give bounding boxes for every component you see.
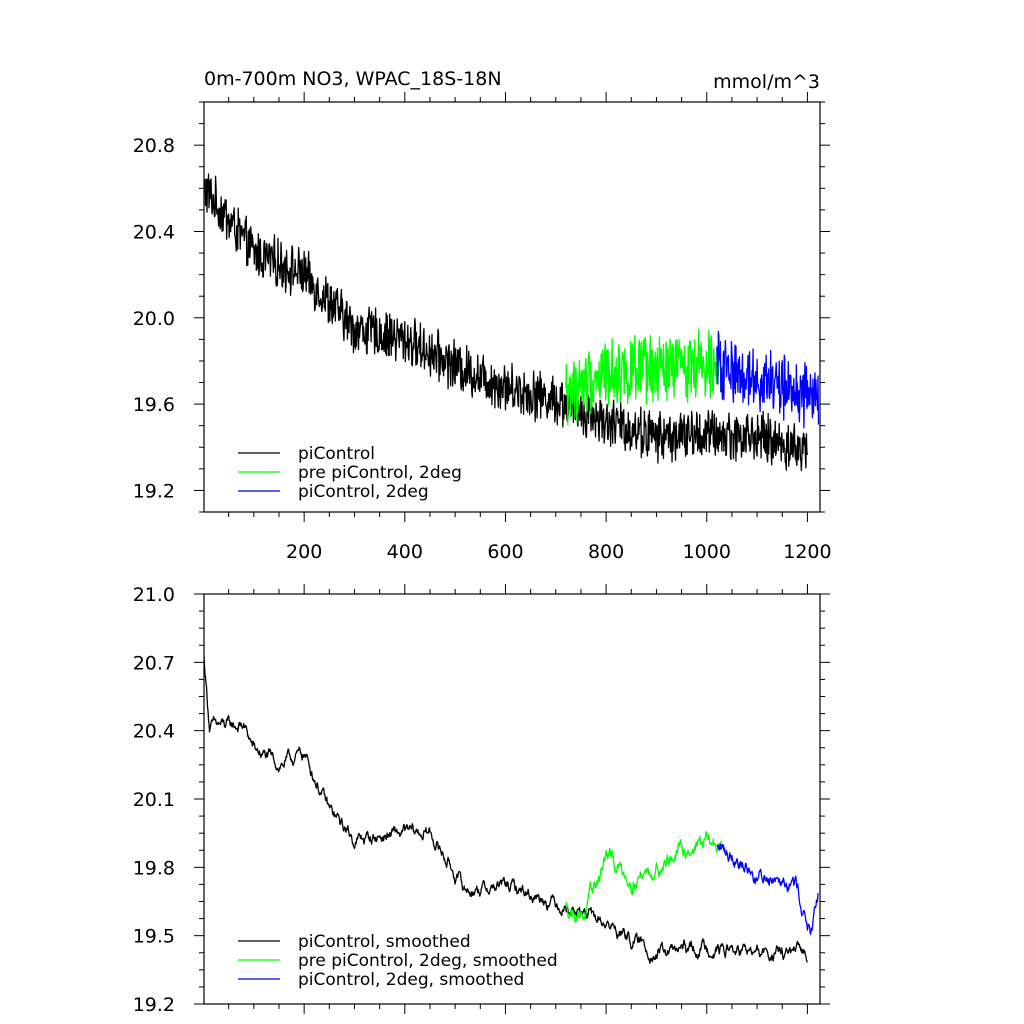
y-tick-label: 20.4 (133, 221, 175, 243)
x-tick-label: 400 (387, 541, 423, 563)
chart-title: 0m-700m NO3, WPAC_18S-18N (204, 68, 502, 90)
series-line-3 (716, 843, 819, 936)
y-tick-label: 19.5 (133, 926, 175, 948)
plot-frame (203, 101, 821, 513)
legend-label: piControl (298, 444, 375, 464)
x-tick-label: 600 (487, 541, 523, 563)
top-panel: 200 400 600 800 1000 1200 19.2 19.6 20.0 20.4 20.8… (133, 92, 832, 563)
y-tick-label: 19.6 (133, 394, 175, 416)
y-tick-label: 19.2 (133, 994, 175, 1016)
bottom-panel: 19.2 19.5 19.8 20.1 20.4 20.7 21.0 piControl, s… (133, 584, 830, 1016)
y-tick-label: 19.2 (133, 480, 175, 502)
y-tick-label: 20.8 (133, 135, 175, 157)
x-tick-label: 1000 (683, 541, 731, 563)
x-tick-label: 800 (588, 541, 624, 563)
y-tick-label: 21.0 (133, 584, 175, 606)
y-tick-label: 20.1 (133, 789, 175, 811)
series-line-1 (204, 173, 809, 472)
y-tick-label: 19.8 (133, 857, 175, 879)
legend-label: piControl, 2deg (298, 482, 429, 502)
legend-label: piControl, 2deg, smoothed (298, 970, 524, 990)
x-tick-label: 200 (286, 541, 322, 563)
x-tick-label: 1200 (783, 541, 831, 563)
y-tick-label: 20.7 (133, 652, 175, 674)
y-tick-label: 20.4 (133, 721, 175, 743)
y-tick-label: 20.0 (133, 308, 175, 330)
series-line-1 (204, 655, 809, 964)
series-line-3 (716, 330, 820, 429)
series-line-2 (565, 328, 723, 426)
legend-label: pre piControl, 2deg (298, 463, 462, 483)
series-line-2 (565, 831, 723, 923)
plot-frame (203, 593, 821, 1005)
legend-label: piControl, smoothed (298, 932, 471, 952)
legend-label: pre piControl, 2deg, smoothed (298, 951, 558, 971)
units-label: mmol/m^3 (713, 71, 820, 93)
